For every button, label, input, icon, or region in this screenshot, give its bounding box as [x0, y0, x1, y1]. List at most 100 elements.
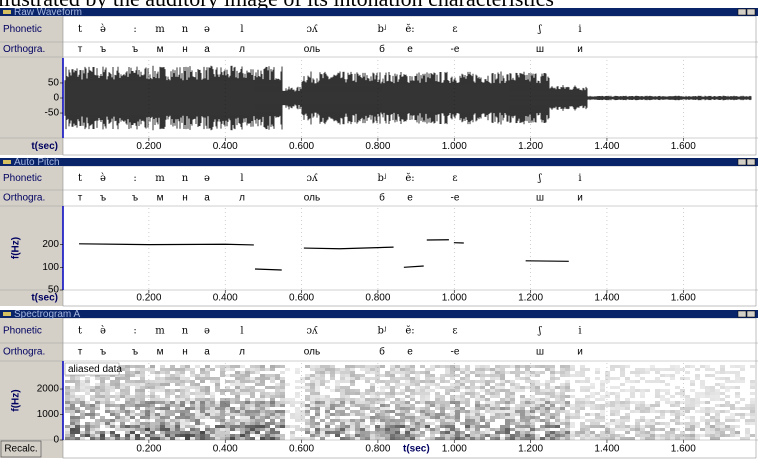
spectrogram-cell	[65, 410, 70, 413]
spectrogram-cell	[400, 425, 405, 428]
close-button[interactable]	[746, 8, 756, 16]
spectrogram-cell	[425, 425, 430, 428]
row-label: Phonetic	[3, 24, 42, 35]
spectrogram-cell	[380, 431, 385, 434]
spectrogram-cell	[275, 395, 280, 398]
spectrogram-cell	[560, 386, 565, 389]
spectrogram-cell	[405, 416, 410, 419]
spectrogram-cell	[195, 395, 200, 398]
spectrogram-cell	[445, 365, 450, 368]
spectrogram-cell	[200, 380, 205, 383]
spectrogram-cell	[705, 425, 710, 428]
spectrogram-cell	[80, 437, 85, 440]
spectrogram-cell	[490, 371, 495, 374]
spectrogram-cell	[580, 365, 585, 368]
spectrogram-cell	[650, 437, 655, 440]
spectrogram-cell	[450, 389, 455, 392]
spectrogram-cell	[220, 368, 225, 371]
spectrogram-cell	[555, 425, 560, 428]
minimize-button[interactable]	[737, 8, 747, 16]
spectrogram-cell	[640, 416, 645, 419]
close-button[interactable]	[746, 310, 756, 318]
recalc-button[interactable]	[0, 440, 42, 458]
spectrogram-cell	[120, 437, 125, 440]
spectrogram-cell	[530, 419, 535, 422]
close-button[interactable]	[746, 158, 756, 166]
spectrogram-cell	[175, 422, 180, 425]
spectrogram-cell	[255, 383, 260, 386]
spectrogram-cell	[745, 437, 750, 440]
spectrogram-cell	[520, 395, 525, 398]
spectrogram-cell	[150, 401, 155, 404]
x-tick-label: 1.600	[671, 293, 696, 304]
spectrogram-cell	[420, 398, 425, 401]
spectrogram-cell	[75, 437, 80, 440]
phonetic-symbol: ʃ	[538, 326, 543, 337]
spectrogram-cell	[255, 368, 260, 371]
spectrogram-cell	[405, 428, 410, 431]
minimize-button[interactable]	[737, 310, 747, 318]
spectrogram-cell	[85, 383, 90, 386]
spectrogram-cell	[600, 380, 605, 383]
spectrogram-cell	[640, 410, 645, 413]
spectrogram-cell	[655, 368, 660, 371]
spectrogram-cell	[560, 401, 565, 404]
orthographic-symbol: а	[204, 347, 210, 358]
spectrogram-cell	[85, 377, 90, 380]
phonetic-symbol: ə̀	[100, 173, 106, 184]
spectrogram-cell	[180, 410, 185, 413]
spectrogram-cell	[420, 380, 425, 383]
waveform	[64, 65, 752, 131]
spectrogram-cell	[145, 413, 150, 416]
panel-title: Spectrogram A	[14, 309, 80, 320]
spectrogram-cell	[440, 434, 445, 437]
spectrogram-cell	[270, 377, 275, 380]
spectrogram-cell	[190, 404, 195, 407]
spectrogram-cell	[570, 368, 575, 371]
spectrogram-cell	[635, 374, 640, 377]
spectrogram-cell	[495, 401, 500, 404]
spectrogram-cell	[120, 368, 125, 371]
spectrogram-cell	[625, 431, 630, 434]
spectrogram-cell	[310, 431, 315, 434]
spectrogram-cell	[140, 410, 145, 413]
spectrogram-cell	[460, 383, 465, 386]
spectrogram-cell	[260, 437, 265, 440]
spectrogram-cell	[680, 413, 685, 416]
spectrogram-cell	[545, 401, 550, 404]
spectrogram-cell	[400, 377, 405, 380]
spectrogram-cell	[125, 404, 130, 407]
spectrogram-cell	[275, 413, 280, 416]
spectrogram-cell	[525, 416, 530, 419]
spectrogram-cell	[625, 428, 630, 431]
spectrogram-cell	[270, 431, 275, 434]
spectrogram-cell	[405, 368, 410, 371]
minimize-button[interactable]	[737, 158, 747, 166]
spectrogram-cell	[250, 371, 255, 374]
spectrogram-cell	[690, 389, 695, 392]
phonetic-symbol: :	[133, 24, 136, 35]
spectrogram-cell	[540, 407, 545, 410]
spectrogram-cell	[150, 395, 155, 398]
spectrogram-cell	[390, 374, 395, 377]
spectrogram-cell	[725, 395, 730, 398]
spectrogram-cell	[740, 398, 745, 401]
spectrogram-cell	[445, 389, 450, 392]
spectrogram-cell	[125, 407, 130, 410]
spectrogram-cell	[370, 365, 375, 368]
spectrogram-cell	[630, 437, 635, 440]
spectrogram-cell	[105, 374, 110, 377]
spectrogram-cell	[520, 428, 525, 431]
recalc-label: Recalc.	[4, 444, 37, 455]
spectrogram-cell	[710, 410, 715, 413]
spectrogram-cell	[150, 398, 155, 401]
spectrogram-cell	[95, 377, 100, 380]
spectrogram-cell	[265, 434, 270, 437]
spectrogram-cell	[270, 380, 275, 383]
spectrogram-cell	[675, 422, 680, 425]
spectrogram-cell	[250, 389, 255, 392]
spectrogram-cell	[515, 419, 520, 422]
spectrogram-cell	[205, 386, 210, 389]
spectrogram-cell	[425, 407, 430, 410]
spectrogram-cell	[395, 365, 400, 368]
